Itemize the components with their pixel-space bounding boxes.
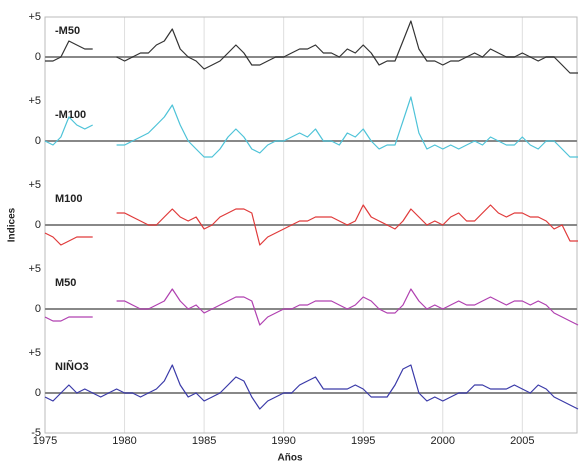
y-tick-label: +5	[28, 263, 41, 275]
x-tick-label: 1985	[192, 435, 216, 447]
y-tick-label: +5	[28, 179, 41, 191]
x-axis-label: Años	[278, 453, 303, 464]
series-line	[44, 288, 579, 326]
series-line	[45, 20, 578, 74]
series-name: M100	[55, 193, 83, 205]
series-line	[44, 204, 578, 246]
y-tick-label: 0	[35, 135, 41, 147]
x-tick-label: 1975	[33, 435, 57, 447]
x-tick-label: 2000	[431, 435, 455, 447]
y-tick-label: 0	[35, 387, 41, 399]
y-tick-label: +5	[28, 347, 41, 359]
series-name: M50	[55, 277, 76, 289]
series-name: NIÑO3	[55, 360, 89, 373]
x-tick-label: 1990	[271, 435, 295, 447]
y-tick-label: -5	[31, 427, 41, 439]
x-tick-label: 1995	[351, 435, 375, 447]
series-name: -M100	[55, 109, 86, 121]
series-line	[44, 96, 578, 158]
y-tick-label: 0	[35, 51, 41, 63]
series-line	[44, 364, 579, 410]
x-tick-label: 2005	[510, 435, 534, 447]
y-tick-label: 0	[35, 219, 41, 231]
y-axis-label: Indices	[7, 207, 18, 242]
y-tick-label: 0	[35, 303, 41, 315]
y-tick-label: +5	[28, 95, 41, 107]
x-tick-label: 1980	[112, 435, 136, 447]
y-tick-label: +5	[28, 11, 41, 23]
series-name: -M50	[55, 25, 80, 37]
